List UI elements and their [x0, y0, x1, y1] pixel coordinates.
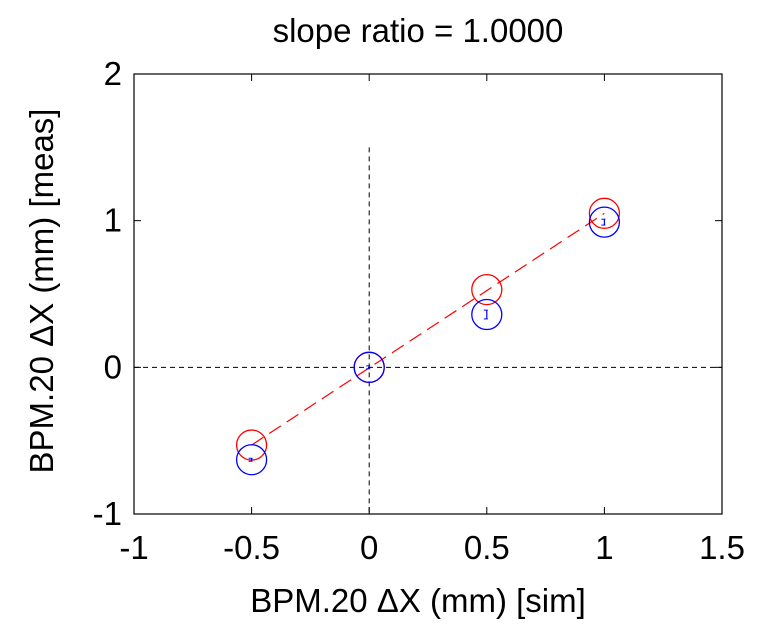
data-point-series-2: [353, 351, 385, 383]
y-axis-title: BPM.20 ΔX (mm) [meas]: [23, 109, 60, 474]
data-point-series-2: [588, 206, 621, 238]
y-tick-label: 1: [104, 202, 122, 239]
x-tick-label: -1: [119, 529, 148, 566]
y-axis-title-suffix: X (mm) [meas]: [23, 109, 60, 325]
axes-frame: [133, 73, 723, 515]
data-point-series-1: [471, 273, 503, 306]
x-tick-label: 0: [360, 529, 378, 566]
x-axis-title-suffix: X (mm) [sim]: [399, 582, 586, 619]
data-point-series-2: [471, 298, 503, 331]
x-tick-label: 1.5: [699, 529, 745, 566]
fit-line: [251, 212, 605, 446]
y-tick-label: 0: [104, 348, 122, 385]
data-point-series-1: [588, 197, 621, 229]
plot-area: -1 -0.5 0 0.5 1 1.5 -1 0 1 2: [93, 55, 745, 566]
x-tick-label: 1: [595, 529, 613, 566]
y-axis-title-prefix: BPM.20: [23, 347, 60, 474]
y-tick-label: -1: [93, 495, 122, 532]
x-tick-label: 0.5: [464, 529, 510, 566]
y-tick-label: 2: [104, 55, 122, 92]
y-axis-title-delta: Δ: [23, 325, 60, 347]
chart-title: slope ratio = 1.0000: [273, 12, 564, 49]
x-axis-title-prefix: BPM.20: [250, 582, 377, 619]
x-axis-title: BPM.20 ΔX (mm) [sim]: [250, 582, 586, 619]
x-tick-label: -0.5: [223, 529, 280, 566]
data-point-series-2: [235, 444, 268, 476]
x-axis-title-delta: Δ: [377, 582, 399, 619]
